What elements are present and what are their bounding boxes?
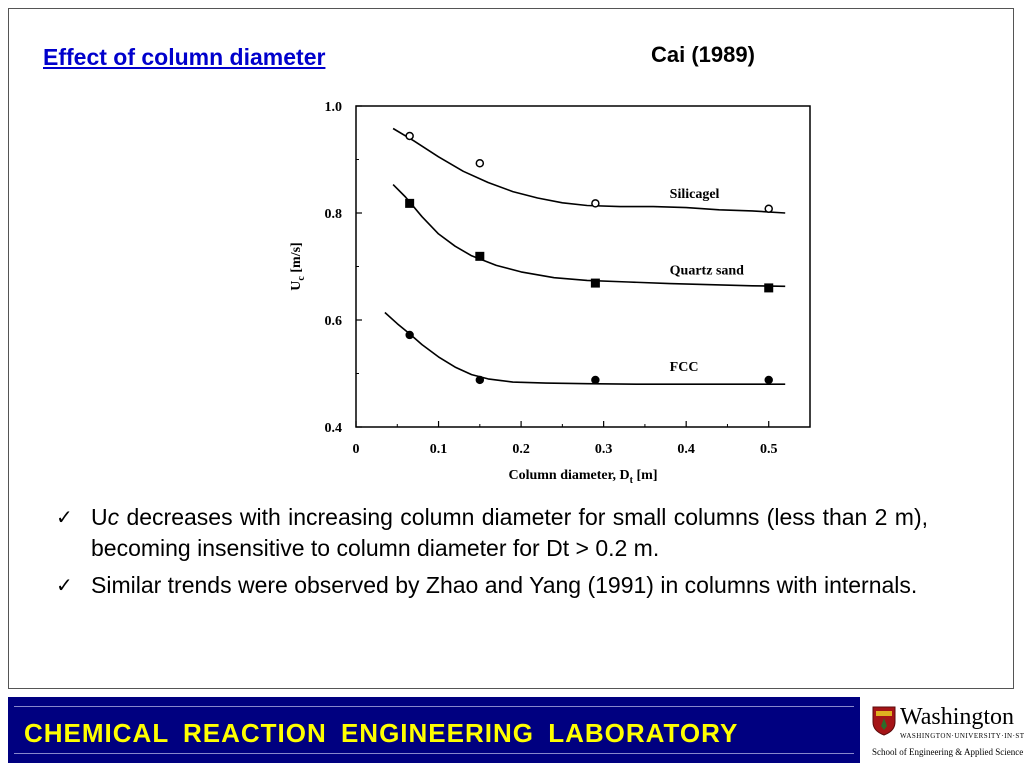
- data-point-filled-square: [590, 278, 600, 288]
- data-point-filled-circle: [591, 375, 600, 385]
- y-tick-label: 0.4: [325, 421, 343, 436]
- slide-title[interactable]: Effect of column diameter: [43, 44, 326, 70]
- fit-curves: [384, 127, 786, 386]
- data-point-filled-circle: [764, 375, 773, 385]
- data-point-filled-square: [405, 198, 415, 208]
- x-tick-label: 0: [353, 442, 360, 457]
- y-axis-title: Uc [m/s]: [289, 242, 307, 290]
- data-point-filled-square: [764, 283, 774, 293]
- y-tick-label: 0.6: [325, 314, 343, 329]
- fit-curve-silicagel: [392, 127, 786, 214]
- checkmark-icon: ✓: [56, 505, 73, 529]
- bullet-lead-italic: c: [107, 504, 120, 530]
- bullet-list: ✓ Uc decreases with increasing column di…: [56, 502, 928, 607]
- data-point-filled-circle: [475, 375, 485, 385]
- x-tick-label: 0.2: [512, 442, 530, 457]
- x-tick-label: 0.1: [430, 442, 448, 457]
- data-point-open-circle: [405, 131, 414, 141]
- series-label: FCC: [670, 360, 699, 375]
- bullet-text: decreases with increasing column diamete…: [91, 504, 928, 561]
- logo-school: School of Engineering & Applied Science: [872, 747, 1024, 757]
- data-point-open-circle: [764, 204, 773, 213]
- university-logo: Washington WASHINGTON·UNIVERSITY·IN·ST·L…: [870, 700, 1024, 762]
- x-tick-label: 0.4: [677, 442, 695, 457]
- shield-icon: [872, 706, 896, 736]
- logo-name: Washington: [900, 704, 1015, 730]
- y-tick-label: 0.8: [325, 207, 343, 222]
- data-point-open-circle: [591, 199, 600, 208]
- data-point-open-circle: [475, 158, 485, 168]
- slide-frame: [8, 8, 1014, 689]
- axis-ticks: 0 0.1 0.2 0.3 0.4 0.5 0.4 0.6 0.8 1.0: [325, 100, 811, 457]
- data-point-filled-square: [475, 251, 485, 261]
- bullet-lead: U: [91, 504, 108, 530]
- data-markers: [405, 131, 774, 385]
- fit-curve-fcc: [384, 311, 786, 386]
- bullet-text: Similar trends were observed by Zhao and…: [91, 572, 918, 598]
- bullet-item: ✓ Uc decreases with increasing column di…: [56, 502, 928, 564]
- series-label: Silicagel: [670, 187, 720, 202]
- footer-bar: CHEMICAL REACTION ENGINEERING LABORATORY: [8, 697, 860, 763]
- column-diameter-chart: 0 0.1 0.2 0.3 0.4 0.5 0.4 0.6 0.8 1.0 Silicagel Qu…: [289, 100, 811, 486]
- footer-rule: [14, 706, 854, 754]
- x-tick-label: 0.5: [760, 442, 778, 457]
- checkmark-icon: ✓: [56, 573, 73, 597]
- data-point-filled-circle: [405, 330, 414, 340]
- lab-name: CHEMICAL REACTION ENGINEERING LABORATORY: [24, 718, 739, 748]
- x-tick-label: 0.3: [595, 442, 613, 457]
- y-tick-label: 1.0: [325, 100, 343, 115]
- series-labels: Silicagel Quartz sand FCC: [670, 187, 745, 375]
- fit-curve-quartz-sand: [392, 184, 786, 288]
- logo-subtitle: WASHINGTON·UNIVERSITY·IN·ST·LOUIS: [900, 732, 1024, 740]
- x-axis-title: Column diameter, Dt [m]: [508, 468, 657, 486]
- bullet-item: ✓ Similar trends were observed by Zhao a…: [56, 570, 928, 601]
- series-label: Quartz sand: [670, 264, 745, 279]
- citation: Cai (1989): [651, 42, 755, 67]
